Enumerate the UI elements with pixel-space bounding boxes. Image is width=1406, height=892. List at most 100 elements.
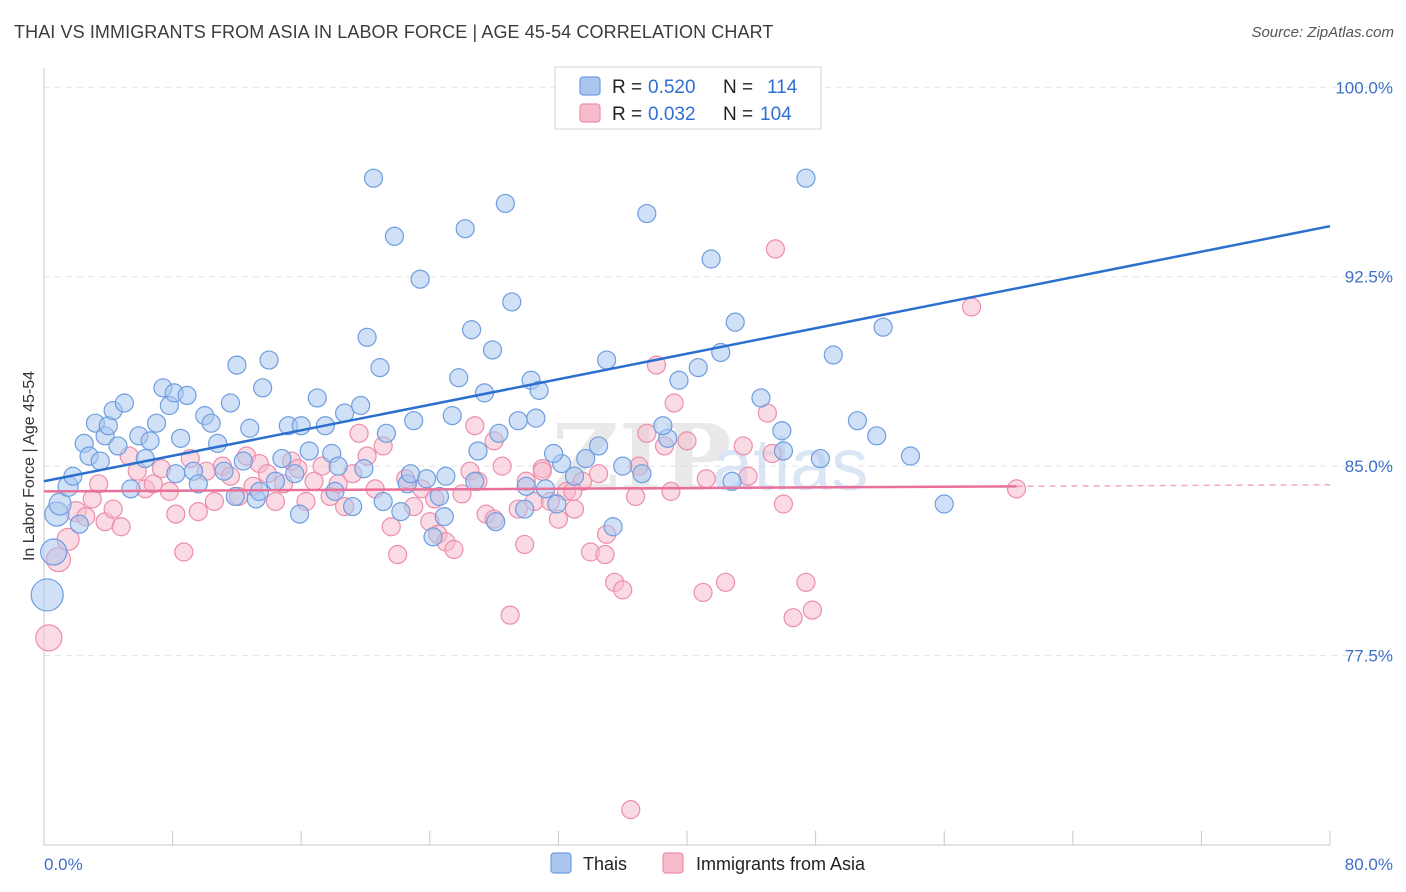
x-tick-label-max: 80.0% (1345, 855, 1393, 874)
thai-point (429, 486, 450, 507)
thai-point (900, 446, 921, 466)
thai-point (688, 358, 708, 378)
y-tick-label: 77.5% (1345, 647, 1393, 666)
asia-point (166, 504, 186, 524)
thai-point (121, 479, 141, 499)
gridlines (44, 86, 1393, 657)
thai-point (823, 345, 843, 365)
y-tick-label: 85.0% (1345, 457, 1393, 476)
asia-point (35, 624, 63, 652)
asia-point (625, 486, 646, 507)
asia-point (204, 491, 224, 512)
thai-point (201, 413, 221, 433)
bottom-legend-swatch-thais (550, 852, 572, 874)
asia-point (693, 582, 713, 603)
thai-point (391, 501, 411, 522)
thai-point (508, 411, 528, 431)
thai-point (354, 459, 374, 479)
thai-point (233, 451, 253, 471)
thai-point (701, 249, 721, 269)
thai-point (357, 327, 377, 347)
thai-point (934, 494, 954, 514)
thai-point (632, 464, 652, 484)
thai-point (442, 406, 462, 426)
thai-point (867, 426, 887, 446)
asia-point (1006, 479, 1027, 499)
thai-point (289, 504, 310, 524)
thai-point (515, 499, 535, 519)
asia-point (733, 436, 753, 456)
thai-point (400, 464, 421, 484)
x-tick-label-min: 0.0% (44, 855, 83, 874)
thai-point (253, 378, 273, 398)
thai-point (376, 423, 396, 443)
thai-point (227, 355, 247, 375)
thai-point (225, 486, 245, 507)
thai-point (384, 226, 405, 246)
thai-point (613, 456, 633, 476)
asia-point (621, 800, 641, 820)
legend-r-value-thais: 0.520 (648, 77, 696, 98)
thai-point (208, 433, 228, 453)
thai-point (166, 464, 186, 484)
axes (43, 68, 1331, 846)
thai-point (516, 476, 536, 496)
asia-point (532, 461, 552, 481)
legend-n-label-thais: N = (723, 77, 753, 98)
thai-point (461, 320, 482, 340)
thai-point (108, 436, 128, 456)
thai-point (810, 448, 831, 469)
bottom-legend-swatch-asia (662, 852, 684, 874)
legend-top: R = 0.520 N = 114 R = 0.032 N = 104 (554, 66, 822, 130)
asia-point (444, 539, 464, 560)
asia-point (174, 542, 194, 562)
thai-point (434, 507, 454, 527)
bottom-legend-label-asia: Immigrants from Asia (696, 854, 866, 874)
thai-point (543, 443, 564, 464)
asia-point (765, 239, 786, 259)
legend-r-label-thais: R = (612, 77, 642, 98)
thai-point (468, 441, 488, 461)
asia-point (381, 517, 401, 537)
asia-point (188, 501, 208, 522)
thai-point (465, 471, 485, 491)
thai-point (299, 441, 319, 461)
asia-point (613, 580, 633, 600)
watermark-atlas: atlas (712, 423, 868, 506)
asia-point (588, 464, 609, 484)
thai-point (653, 416, 673, 436)
asia-point (564, 499, 585, 519)
thai-point (416, 469, 437, 489)
asia-point (111, 517, 131, 537)
thai-point (576, 448, 596, 469)
y-axis-title: In Labor Force | Age 45-54 (21, 371, 38, 561)
thai-point (343, 496, 363, 517)
asia-point (465, 416, 485, 436)
thai-point (423, 527, 443, 547)
asia-point (664, 393, 684, 413)
asia-point (103, 499, 123, 519)
thai-point (751, 388, 771, 408)
thai-point (449, 368, 469, 388)
thai-point (114, 393, 134, 413)
asia-point (738, 466, 758, 486)
asia-point (89, 474, 109, 494)
asia-point (802, 600, 822, 620)
thai-point (328, 456, 348, 476)
thai-point (265, 471, 286, 491)
asia-point (677, 431, 697, 451)
thai-point (526, 408, 546, 428)
thai-point (146, 413, 167, 433)
y-tick-label: 92.5% (1345, 268, 1393, 287)
thai-point (188, 474, 208, 494)
thai-point (410, 269, 430, 289)
thai-point (373, 491, 393, 512)
asia-point (349, 423, 369, 443)
asia-point (961, 297, 982, 317)
thai-point (285, 464, 305, 484)
asia-point (388, 544, 408, 565)
thai-point (873, 317, 893, 337)
thai-point (722, 471, 742, 491)
thai-point (436, 466, 456, 486)
